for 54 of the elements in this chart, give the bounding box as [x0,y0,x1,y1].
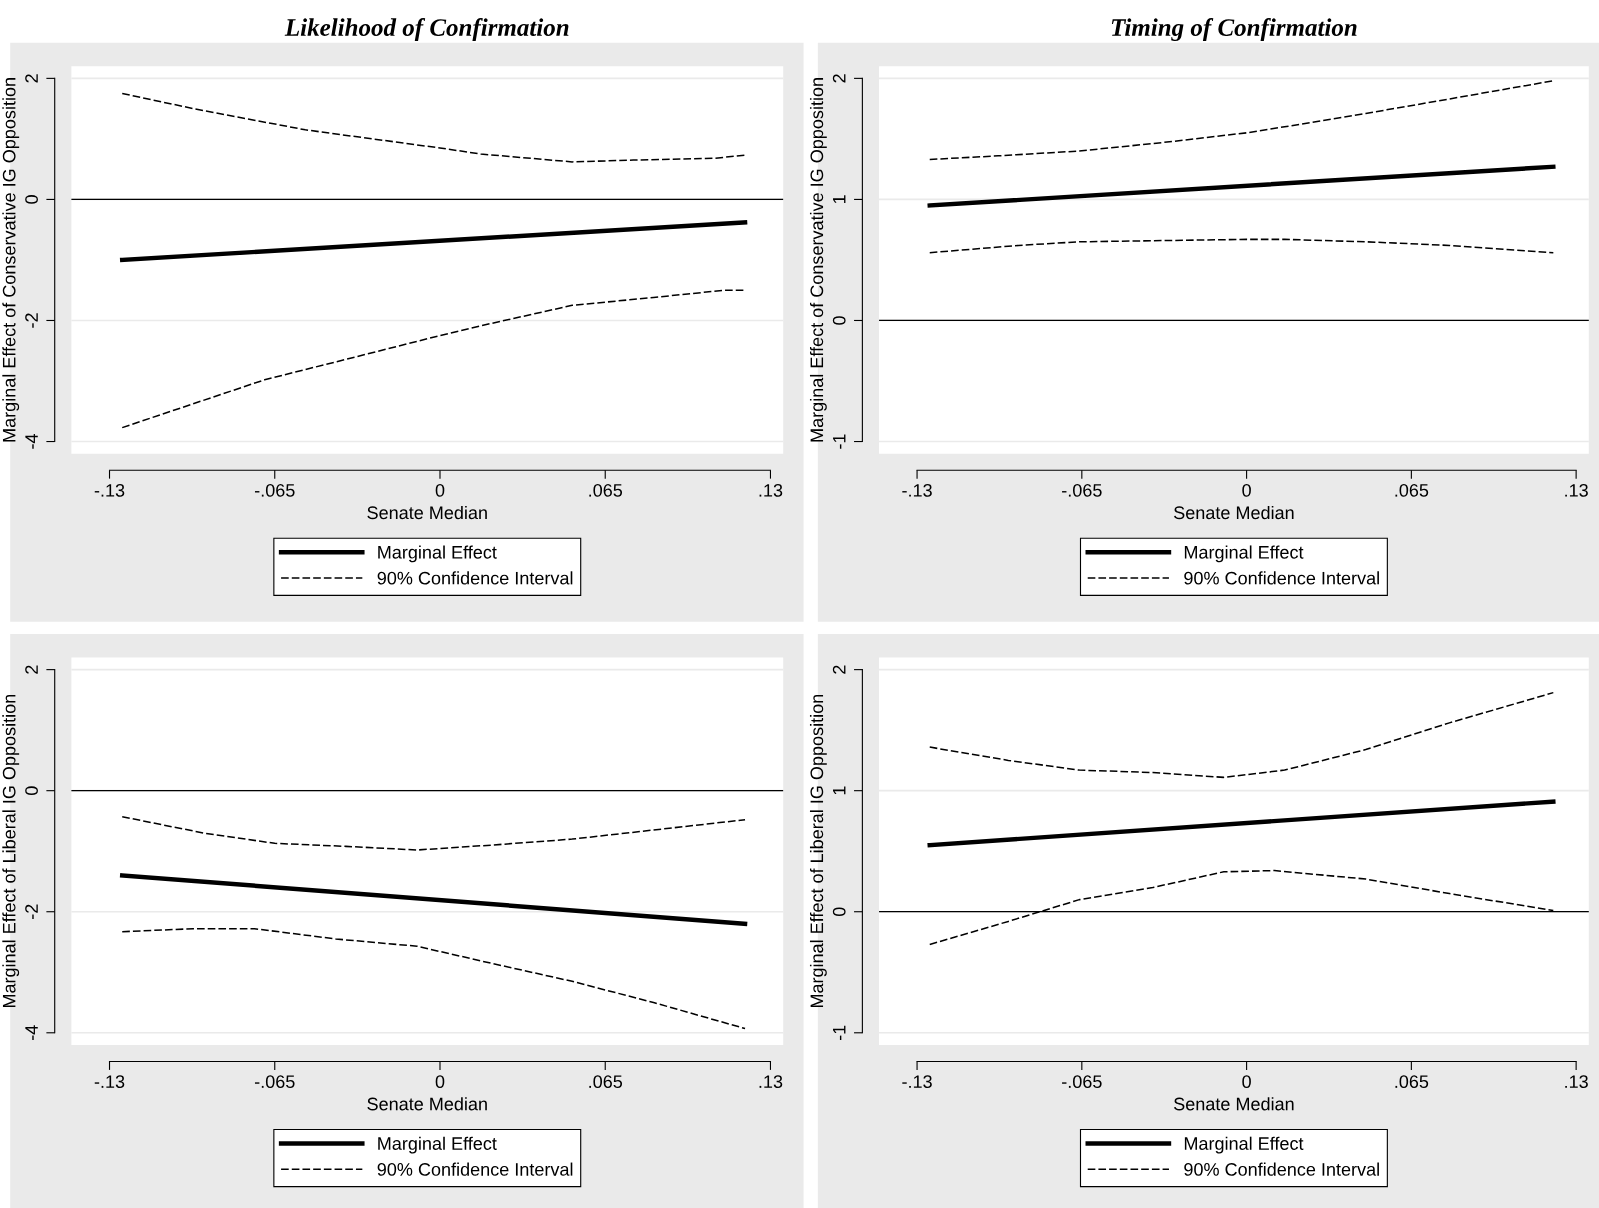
y-tick-label: -4 [25,1025,38,1041]
x-tick-label: .13 [759,1075,783,1089]
x-tick-label: -.13 [902,1075,932,1089]
x-tick-label: .065 [1395,1075,1429,1089]
y-tick-label: 2 [832,665,846,674]
y-tick-label: -2 [25,904,38,919]
y-tick-label: 1 [833,786,846,795]
x-tick-label: -.13 [902,483,932,497]
x-tick-label: -.065 [1062,483,1102,497]
y-tick-label: 0 [25,786,38,795]
x-tick-label: 0 [435,483,445,497]
x-tick-label: .13 [1565,1075,1588,1089]
x-tick-label: -.065 [254,1075,295,1089]
legend-label: 90% Confidence Interval [377,1162,573,1176]
y-axis-title: Marginal Effect of Liberal IG Opposition [2,694,20,1008]
legend-label: 90% Confidence Interval [1184,1162,1379,1176]
legend-label: 90% Confidence Interval [1184,571,1379,585]
chart-title: Likelihood of Confirmation [284,18,569,42]
x-tick-label: 0 [435,1075,445,1089]
x-tick-label: .13 [759,483,783,497]
y-axis-title: Marginal Effect of Conservative IG Opposition [2,78,20,442]
y-tick-label: -1 [833,1025,846,1041]
chart-title: Timing of Confirmation [1111,18,1357,42]
x-axis-title: Senate Median [367,1097,487,1111]
x-tick-label: 0 [1242,483,1251,497]
y-tick-label: 0 [832,316,846,325]
x-tick-label: .13 [1565,483,1588,497]
x-tick-label: .065 [1395,483,1429,497]
x-axis-title: Senate Median [1174,1097,1294,1111]
x-tick-label: 0 [1242,1075,1251,1089]
y-tick-label: -1 [833,434,846,449]
y-tick-label: 2 [832,74,846,83]
y-tick-label: -2 [25,313,38,328]
x-tick-label: .065 [589,483,623,497]
y-axis-title: Marginal Effect of Conservative IG Opposition [809,78,827,442]
x-tick-label: -.065 [254,483,295,497]
y-tick-label: 0 [832,907,846,917]
legend-label: 90% Confidence Interval [377,571,573,585]
y-tick-label: 2 [25,665,38,674]
x-axis-title: Senate Median [1174,505,1294,520]
x-tick-label: -.13 [94,483,125,497]
y-tick-label: 1 [833,195,846,204]
y-axis-title: Marginal Effect of Liberal IG Opposition [809,694,827,1008]
legend-label: Marginal Effect [1184,1136,1304,1154]
y-tick-label: 2 [25,74,38,83]
y-tick-label: 0 [25,195,38,204]
x-tick-label: -.13 [94,1075,125,1089]
x-axis-title: Senate Median [367,505,487,520]
x-tick-label: -.065 [1062,1075,1102,1089]
y-tick-label: -4 [25,434,38,449]
legend-label: Marginal Effect [1184,545,1304,563]
legend-label: Marginal Effect [378,545,497,563]
legend-label: Marginal Effect [378,1136,497,1154]
x-tick-label: .065 [589,1075,623,1089]
